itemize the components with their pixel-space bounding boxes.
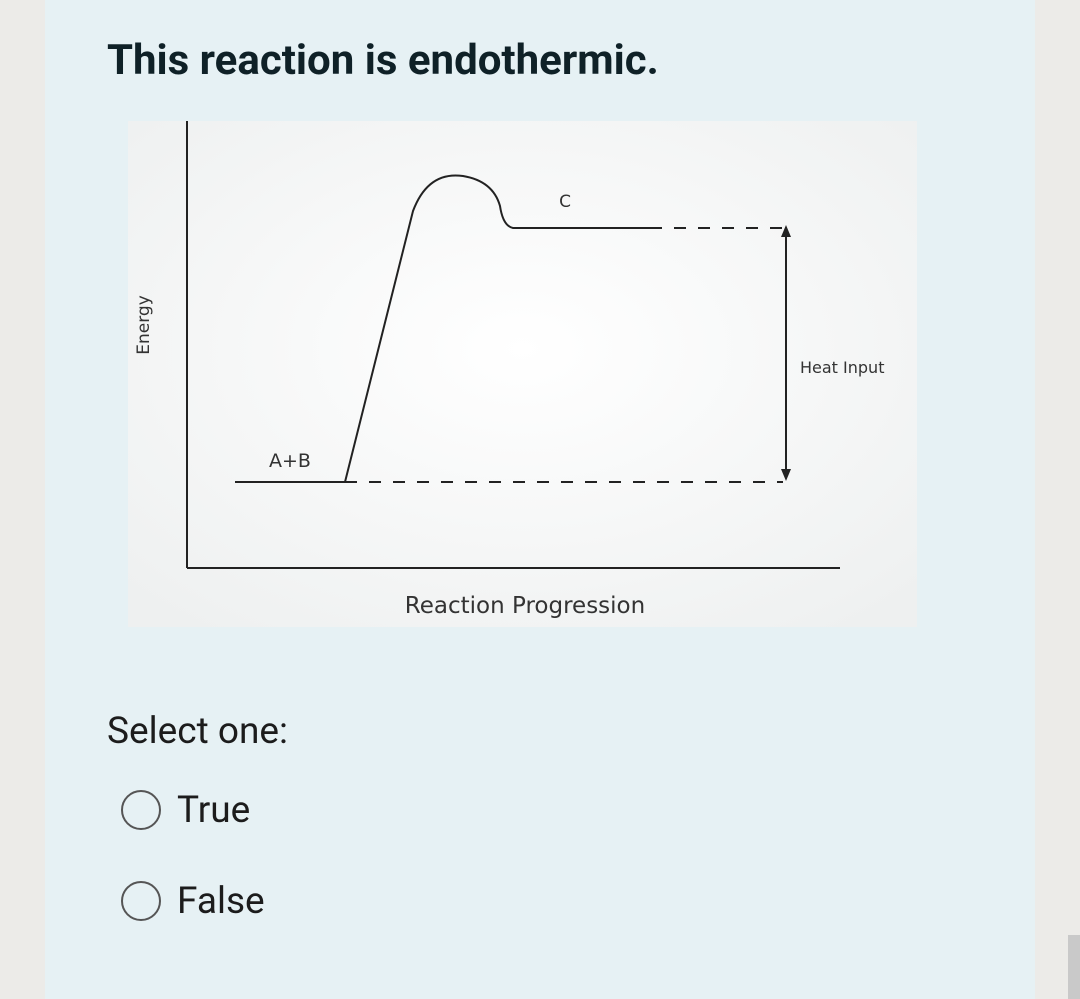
prompt: Select one: bbox=[107, 710, 288, 753]
option-label: True bbox=[177, 788, 251, 832]
option-false[interactable]: False bbox=[121, 877, 265, 925]
option-true[interactable]: True bbox=[121, 786, 250, 834]
y-axis-label: Energy bbox=[134, 295, 154, 355]
reaction-curve bbox=[344, 174, 650, 483]
scrollbar[interactable] bbox=[1068, 935, 1080, 999]
option-label: False bbox=[177, 879, 265, 923]
reactants-label: A+B bbox=[269, 450, 311, 472]
radio-button[interactable] bbox=[121, 790, 161, 830]
radio-button[interactable] bbox=[121, 881, 161, 921]
arrow-label: Heat Input bbox=[800, 358, 884, 377]
energy-diagram: Energy Reaction Progression A+B C Heat I… bbox=[128, 121, 917, 627]
question-title: This reaction is endothermic. bbox=[107, 36, 659, 85]
x-axis-label: Reaction Progression bbox=[405, 593, 645, 619]
diagram-background bbox=[128, 121, 917, 627]
product-label: C bbox=[559, 192, 571, 212]
